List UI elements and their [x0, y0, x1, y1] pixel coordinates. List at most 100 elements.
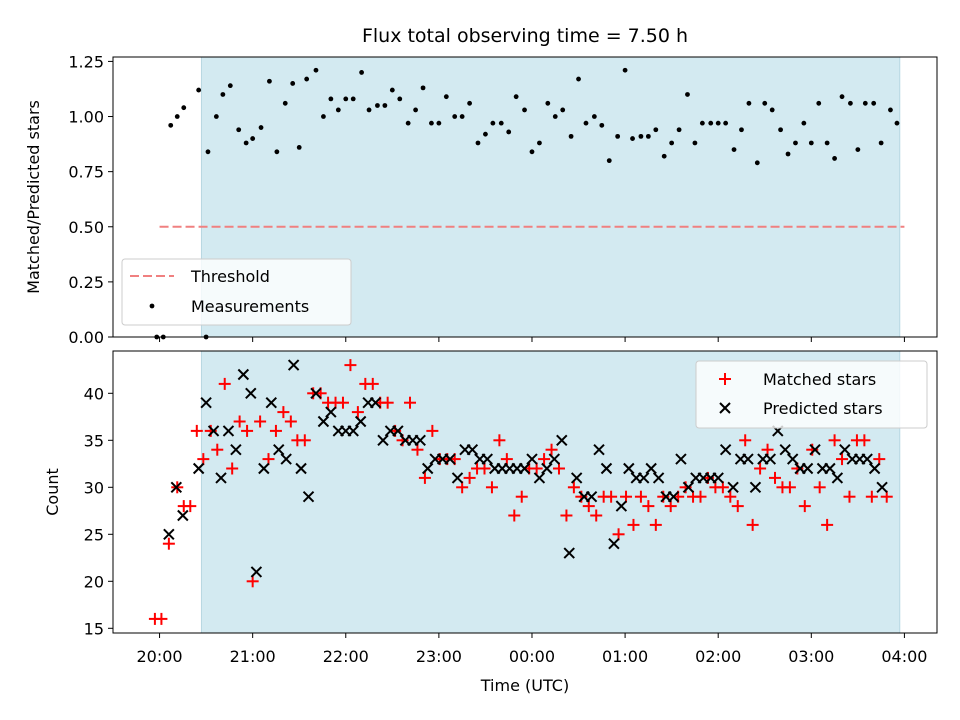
measurement-point — [816, 100, 822, 106]
predicted-star-point — [623, 462, 635, 475]
predicted-star-point — [421, 462, 434, 475]
measurement-point — [522, 107, 527, 113]
x-tick-label: 22:00 — [323, 647, 369, 666]
y-tick-label: 1.25 — [68, 52, 104, 71]
matched-star-point — [768, 471, 781, 484]
measurement-point — [250, 136, 256, 141]
measurement-point — [769, 107, 775, 113]
predicted-star-point — [354, 415, 367, 428]
predicted-star-point — [369, 396, 382, 409]
matched-star-point — [478, 462, 491, 475]
matched-star-point — [612, 528, 625, 541]
measurement-point — [274, 149, 280, 155]
measurement-point — [793, 140, 798, 146]
measurement-point — [490, 120, 496, 126]
measurement-point — [645, 133, 651, 139]
measurement-point — [243, 140, 249, 146]
matched-star-point — [411, 443, 424, 456]
matched-star-point — [813, 481, 826, 494]
matched-star-point — [418, 471, 431, 484]
predicted-star-point — [414, 434, 426, 447]
bottom-legend: Matched stars Predicted stars — [695, 360, 928, 429]
measurement-point — [545, 100, 551, 106]
measurement-point — [692, 140, 698, 146]
matched-star-point — [567, 481, 580, 494]
predicted-star-point — [831, 472, 844, 484]
matched-star-point — [538, 453, 551, 466]
measurement-point — [343, 96, 349, 102]
predicted-star-point — [200, 396, 212, 409]
measurement-point — [762, 100, 768, 106]
matched-star-point — [463, 471, 476, 484]
matched-star-point — [694, 490, 707, 503]
predicted-star-point — [526, 453, 538, 465]
predicted-star-point — [876, 481, 888, 494]
measurement-point — [513, 94, 519, 100]
predicted-star-point — [839, 443, 851, 456]
measurement-point — [801, 120, 807, 126]
measurement-point — [615, 133, 621, 139]
legend-predicted-label: Predicted stars — [763, 399, 883, 418]
matched-star-point — [858, 434, 871, 447]
predicted-star-point — [250, 566, 263, 578]
predicted-star-point — [466, 443, 479, 456]
y-tick-label: 15 — [84, 619, 104, 638]
legend-threshold-label: Threshold — [190, 267, 270, 286]
measurement-point — [181, 105, 187, 111]
predicted-star-point — [451, 472, 464, 484]
predicted-star-point — [786, 453, 799, 465]
predicted-star-point — [347, 425, 359, 437]
matched-star-point — [880, 490, 893, 503]
measurement-point — [855, 147, 861, 152]
measurement-point — [832, 156, 837, 161]
measurement-point — [429, 120, 434, 126]
matched-star-point — [162, 537, 175, 550]
matched-star-point — [761, 443, 774, 456]
predicted-star-point — [801, 462, 814, 475]
predicted-star-point — [779, 443, 791, 456]
predicted-star-point — [258, 462, 270, 475]
matched-star-point — [246, 575, 259, 588]
measurement-point — [436, 120, 442, 126]
measurement-point — [778, 127, 783, 133]
y-tick-label: 0.75 — [68, 163, 104, 182]
predicted-star-point — [593, 443, 605, 456]
matched-star-point — [262, 453, 275, 466]
predicted-star-point — [207, 425, 220, 437]
predicted-star-point — [556, 434, 568, 447]
measurement-point — [405, 120, 411, 126]
measurement-point — [258, 125, 264, 130]
measurement-point — [754, 160, 760, 166]
measurement-point — [168, 122, 174, 128]
measurement-point — [871, 100, 877, 106]
top-legend: Threshold Measurements — [121, 258, 352, 326]
y-tick-label: 1.00 — [68, 108, 104, 127]
predicted-star-point — [280, 453, 292, 465]
matched-star-point — [226, 462, 239, 475]
measurement-point — [622, 67, 628, 73]
measurement-point — [839, 94, 845, 100]
matched-star-point — [197, 453, 210, 466]
top-y-ticks: 0.00 0.25 0.50 0.75 1.00 1.25 — [68, 52, 113, 347]
predicted-star-point — [764, 453, 777, 465]
x-tick-label: 04:00 — [881, 647, 927, 666]
y-tick-label: 0.00 — [68, 328, 104, 347]
predicted-star-point — [222, 425, 235, 437]
measurement-point — [220, 92, 226, 97]
measurement-point — [452, 114, 458, 119]
matched-star-point — [664, 500, 677, 513]
predicted-star-point — [230, 443, 242, 456]
measurement-point — [359, 70, 364, 75]
measurement-point — [205, 149, 211, 155]
measurement-point — [459, 114, 465, 119]
measurement-point — [475, 140, 481, 146]
predicted-star-point — [570, 472, 583, 484]
x-tick-label: 23:00 — [416, 647, 462, 666]
measurement-point — [599, 122, 605, 128]
predicted-star-point — [310, 387, 322, 400]
legend-matched-swatch — [719, 373, 731, 385]
predicted-star-point — [749, 481, 762, 494]
matched-star-point — [836, 453, 849, 466]
predicted-star-point — [215, 472, 227, 484]
measurement-point — [715, 120, 721, 126]
